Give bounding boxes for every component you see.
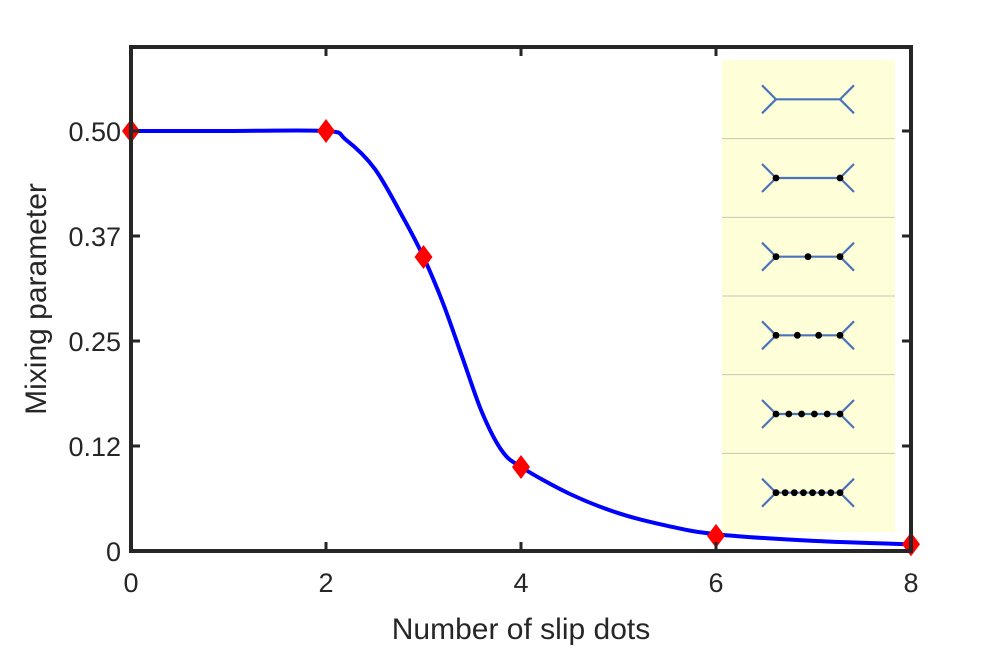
data-marker (317, 119, 335, 143)
chain-left-fork (761, 84, 778, 115)
x-tick-label: 6 (708, 568, 723, 598)
y-tick-label: 0.12 (68, 432, 121, 462)
inset-chain-3 (761, 241, 855, 272)
slip-dot (836, 410, 844, 418)
inset-chain-6 (761, 399, 855, 429)
slip-dot (790, 489, 798, 497)
slip-dot (798, 410, 805, 418)
slip-dot (811, 410, 818, 418)
plot-frame (129, 45, 913, 553)
y-tick-label: 0.50 (68, 117, 121, 147)
y-tick-label: 0.25 (68, 327, 121, 357)
inset-chain-0 (761, 84, 855, 115)
tick-label-layer: 0 2 4 6 8 0 0.12 0.25 0.37 0.50 (68, 117, 918, 598)
slip-dot (785, 410, 793, 418)
slip-dot (772, 489, 780, 497)
x-axis-label: Number of slip dots (392, 613, 650, 646)
slip-dot (772, 253, 780, 261)
slip-dot (818, 489, 826, 497)
slip-dot (823, 410, 831, 418)
y-tick-label: 0 (106, 537, 121, 567)
data-marker (512, 455, 530, 479)
slip-dot (836, 331, 844, 339)
x-tick-label: 2 (318, 568, 333, 598)
y-axis-label: Mixing parameter (20, 183, 53, 415)
slip-dot (815, 331, 823, 339)
slip-dot (800, 489, 807, 497)
x-tick-label: 4 (513, 568, 528, 598)
y-tick-label: 0.37 (68, 222, 121, 252)
slip-dot (836, 489, 844, 497)
inset-diagram (722, 60, 895, 532)
inset-chain-8 (761, 477, 855, 508)
slip-dot (793, 331, 801, 339)
data-marker (707, 523, 725, 548)
slip-dot (772, 410, 780, 418)
inset-chain-2 (761, 163, 855, 193)
fit-curve-layer (131, 128, 912, 547)
slip-dot (836, 253, 844, 261)
slip-dot (781, 489, 789, 497)
slip-dot (804, 253, 812, 261)
fit-curve (131, 128, 912, 547)
inset-chain-4 (761, 320, 855, 351)
x-tick-label: 0 (123, 568, 138, 598)
slip-dot (827, 489, 835, 497)
slip-dot (836, 174, 844, 182)
slip-dot (772, 174, 780, 182)
slip-dot (772, 331, 780, 339)
slip-dot (809, 489, 816, 497)
data-marker (414, 245, 433, 269)
x-tick-label: 8 (903, 568, 918, 598)
chain-right-fork (838, 84, 855, 115)
